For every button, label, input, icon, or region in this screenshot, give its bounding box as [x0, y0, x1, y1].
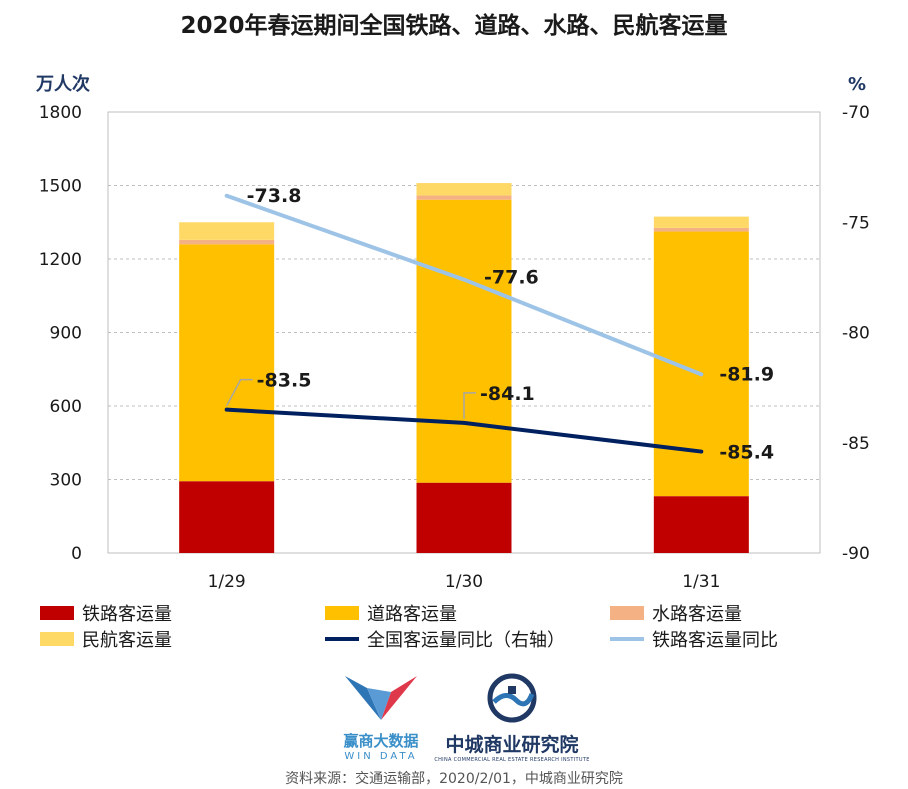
chart-canvas: 0 300 600 900 1200 1500 1800 -90 -85 -80 -75 -70 万人次… [35, 73, 870, 592]
legend-label-rail-yoy: 铁路客运量同比 [652, 630, 778, 651]
national-yoy-label: -85.4 [719, 442, 774, 464]
legend-swatch-air [40, 632, 74, 646]
y-right-tick-label: -75 [842, 213, 870, 233]
y-right-tick-label: -80 [842, 324, 870, 344]
logos: 赢商大数据 WIN DATA 中城商业研究院 CHINA COMMERCIAL … [0, 672, 908, 767]
y-left-tick-label: 1200 [39, 250, 82, 270]
bar-0-1 [416, 482, 512, 553]
legend-item-rail-yoy: 铁路客运量同比 [610, 626, 778, 652]
legend-label-national-yoy: 全国客运量同比（右轴） [367, 630, 565, 651]
bar-0-2 [653, 496, 749, 553]
legend-swatch-rail [40, 606, 74, 620]
legend-item-road: 道路客运量 [325, 600, 457, 626]
rail-yoy-label: -77.6 [484, 267, 539, 289]
chart-title: 2020年春运期间全国铁路、道路、水路、民航客运量 [180, 13, 728, 39]
rail-yoy-label: -81.9 [719, 363, 774, 385]
rail-yoy-label: -73.8 [247, 185, 302, 207]
legend-label-water: 水路客运量 [652, 604, 742, 625]
y-left-unit: 万人次 [35, 73, 90, 95]
line-series-1 [224, 193, 704, 377]
x-tick-label: 1/29 [208, 572, 246, 592]
legend-item-national-yoy: 全国客运量同比（右轴） [325, 626, 565, 652]
y-left-tick-label: 600 [50, 397, 82, 417]
line-series-0 [224, 407, 704, 454]
legend-label-rail: 铁路客运量 [82, 604, 172, 625]
legend-item-rail: 铁路客运量 [40, 600, 172, 626]
source-note: 资料来源：交通运输部，2020/2/01，中城商业研究院 [285, 771, 623, 787]
legend-item-air: 民航客运量 [40, 626, 172, 652]
y-right-tick-label: -90 [842, 544, 870, 564]
y-right-tick-label: -70 [842, 103, 870, 123]
national-yoy-leader [226, 378, 253, 407]
win-data-logo-mark-icon [345, 676, 417, 720]
y-right-tick-label: -85 [842, 434, 870, 454]
legend-swatch-water [610, 606, 644, 620]
bar-2-2 [653, 227, 749, 232]
national-yoy-leader [463, 392, 476, 419]
y-left-tick-label: 1500 [39, 177, 82, 197]
legend-swatch-road [325, 606, 359, 620]
legend-swatch-rail-yoy [610, 637, 644, 641]
legend-label-air: 民航客运量 [82, 630, 172, 651]
x-tick-label: 1/30 [445, 572, 483, 592]
national-yoy-label: -83.5 [257, 370, 312, 392]
bar-0-0 [179, 481, 275, 553]
legend-item-water: 水路客运量 [610, 600, 742, 626]
zc-institute-logo-mark-icon [487, 673, 537, 723]
legend-swatch-national-yoy [325, 637, 359, 641]
zc-institute-logo-sub: CHINA COMMERCIAL REAL ESTATE RESEARCH IN… [434, 757, 590, 763]
zc-institute-logo: 中城商业研究院 CHINA COMMERCIAL REAL ESTATE RES… [432, 672, 592, 763]
y-left-tick-label: 0 [71, 544, 82, 564]
bar-3-2 [653, 216, 749, 228]
bar-1-0 [179, 244, 275, 482]
y-right-unit: % [848, 74, 866, 95]
y-left-tick-label: 300 [50, 471, 82, 491]
x-tick-label: 1/31 [682, 572, 720, 592]
legend-label-road: 道路客运量 [367, 604, 457, 625]
bar-2-1 [416, 195, 512, 200]
bar-1-1 [416, 199, 512, 483]
bar-3-1 [416, 183, 512, 196]
win-data-logo-sub: WIN DATA [344, 751, 418, 762]
zc-institute-logo-name: 中城商业研究院 [445, 734, 579, 756]
y-left-tick-label: 1800 [39, 103, 82, 123]
national-yoy-label: -84.1 [480, 383, 535, 405]
y-left-tick-label: 900 [50, 324, 82, 344]
bar-2-0 [179, 239, 275, 245]
win-data-logo-name: 赢商大数据 [343, 732, 419, 750]
bar-3-0 [179, 222, 275, 240]
win-data-logo: 赢商大数据 WIN DATA [326, 672, 436, 762]
